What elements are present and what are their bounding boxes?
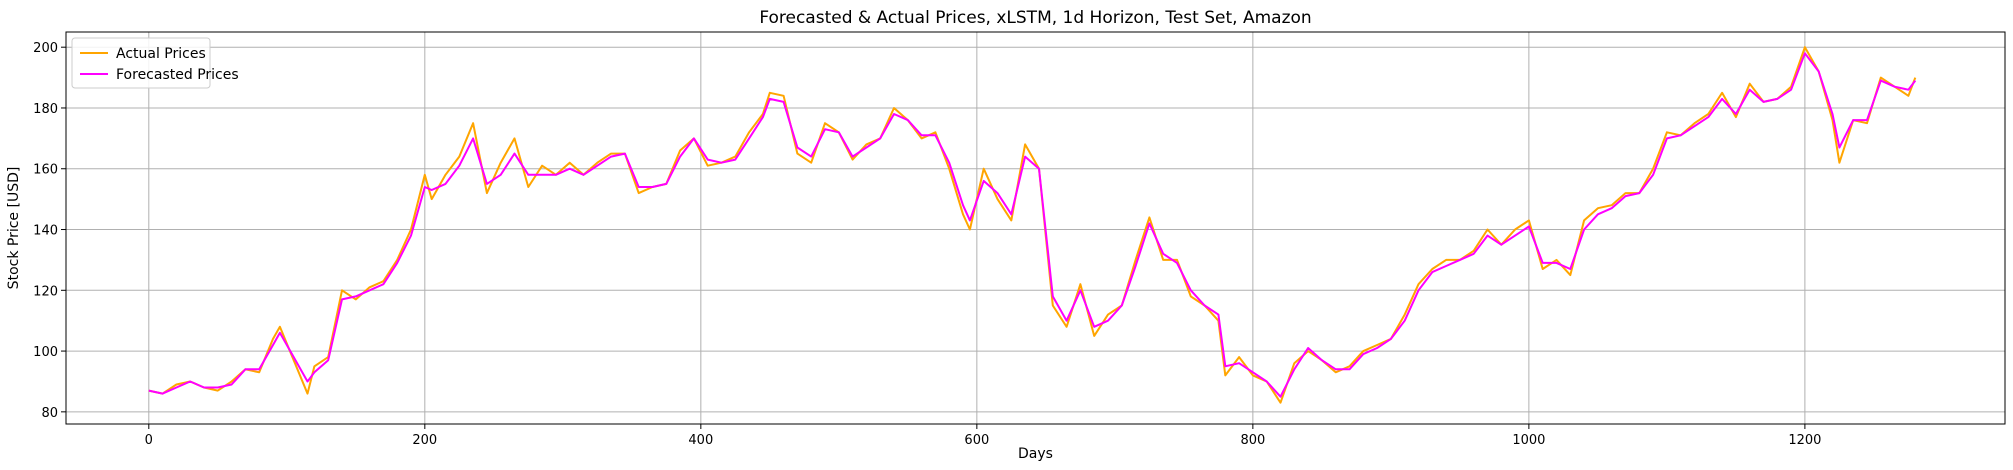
y-axis-label: Stock Price [USD] <box>6 167 22 290</box>
x-tick-label: 800 <box>1240 433 1265 448</box>
x-tick-label: 200 <box>412 433 437 448</box>
axis-ticks: 0 200 400 600 800 1000 1200 80 100 120 140 160 180 20… <box>33 41 1821 448</box>
legend-label: Forecasted Prices <box>116 67 239 83</box>
plot-frame <box>65 31 2006 425</box>
x-tick-label: 600 <box>964 433 989 448</box>
series-actual-prices <box>148 46 1917 404</box>
chart-title: Forecasted & Actual Prices, xLSTM, 1d Ho… <box>759 8 1311 28</box>
x-tick-label: 1200 <box>1788 433 1821 448</box>
legend: Actual Prices Forecasted Prices <box>71 37 239 89</box>
y-tick-label: 180 <box>33 102 58 117</box>
y-tick-label: 140 <box>33 224 58 239</box>
y-tick-label: 80 <box>41 406 58 421</box>
y-tick-label: 100 <box>33 345 58 360</box>
y-tick-label: 160 <box>33 163 58 178</box>
x-tick-label: 400 <box>688 433 713 448</box>
series-forecasted-prices <box>148 52 1917 398</box>
y-tick-label: 120 <box>33 284 58 299</box>
series-layer <box>148 46 1917 404</box>
y-tick-label: 200 <box>33 41 58 56</box>
legend-label: Actual Prices <box>116 46 206 62</box>
x-axis-label: Days <box>1018 446 1053 462</box>
legend-box <box>71 37 211 89</box>
x-tick-label: 1000 <box>1512 433 1545 448</box>
gridlines <box>66 32 2005 424</box>
x-tick-label: 0 <box>145 433 153 448</box>
